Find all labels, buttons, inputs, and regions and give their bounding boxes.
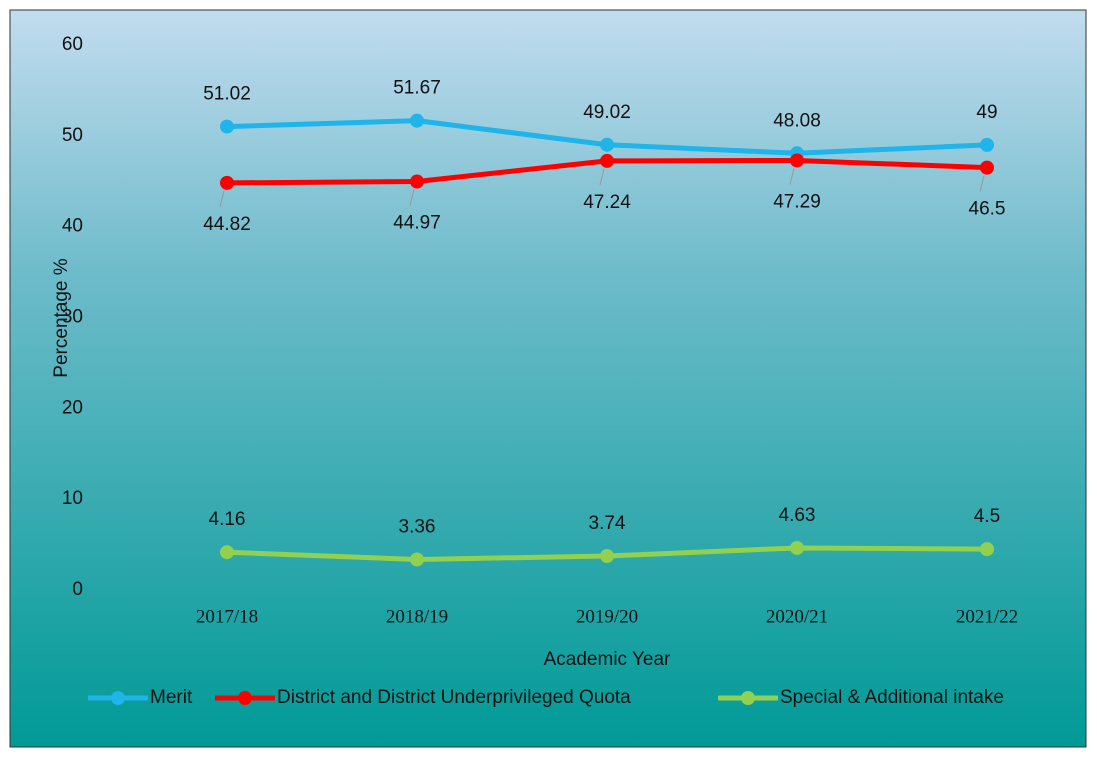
data-point (980, 160, 994, 175)
data-point (600, 153, 614, 168)
leader-line (219, 190, 225, 208)
data-point (410, 174, 424, 189)
chart-background (9, 9, 1087, 748)
data-label: 46.5 (969, 199, 1006, 220)
legend-label: Merit (150, 687, 193, 708)
legend-swatch-marker (741, 691, 755, 705)
x-tick-label: 2018/19 (386, 606, 448, 627)
x-axis-label: Academic Year (544, 649, 671, 670)
data-point (220, 119, 234, 134)
data-label: 48.08 (773, 110, 821, 131)
data-point (600, 137, 614, 152)
y-tick-label: 30 (62, 307, 83, 328)
data-label: 51.02 (203, 84, 251, 105)
data-label: 3.74 (589, 513, 626, 534)
y-tick-label: 0 (72, 579, 83, 600)
data-label: 49 (976, 102, 997, 123)
legend-swatch-marker (111, 691, 125, 705)
leader-line (599, 168, 605, 186)
leader-line (789, 168, 795, 185)
data-label: 44.82 (203, 214, 251, 235)
y-tick-label: 20 (62, 397, 83, 418)
y-tick-label: 10 (62, 488, 83, 509)
data-point (600, 549, 614, 564)
y-axis-label: Percentage % (51, 258, 72, 377)
data-point (790, 153, 804, 168)
data-label: 3.36 (399, 516, 436, 537)
data-label: 4.63 (779, 505, 816, 526)
data-label: 47.29 (773, 191, 821, 212)
data-point (980, 542, 994, 557)
leader-line (409, 189, 415, 206)
data-label: 49.02 (583, 102, 631, 123)
data-label: 51.67 (393, 78, 441, 99)
y-tick-label: 50 (62, 125, 83, 146)
y-tick-label: 60 (62, 34, 83, 55)
legend-swatch-marker (238, 691, 252, 705)
leader-line (979, 175, 985, 192)
data-point (790, 540, 804, 555)
data-label: 44.97 (393, 213, 441, 234)
legend-label: District and District Underprivileged Qu… (277, 687, 631, 708)
data-point (410, 113, 424, 128)
data-label: 4.5 (974, 506, 1000, 527)
legend-label: Special & Additional intake (780, 687, 1004, 708)
data-label: 47.24 (583, 192, 631, 213)
y-tick-label: 40 (62, 216, 83, 237)
data-point (410, 552, 424, 567)
x-tick-label: 2017/18 (196, 606, 258, 627)
x-tick-label: 2020/21 (766, 606, 828, 627)
data-point (220, 175, 234, 190)
data-point (220, 545, 234, 560)
x-tick-label: 2021/22 (956, 606, 1018, 627)
data-point (980, 137, 994, 152)
data-label: 4.16 (209, 509, 246, 530)
x-tick-label: 2019/20 (576, 606, 638, 627)
